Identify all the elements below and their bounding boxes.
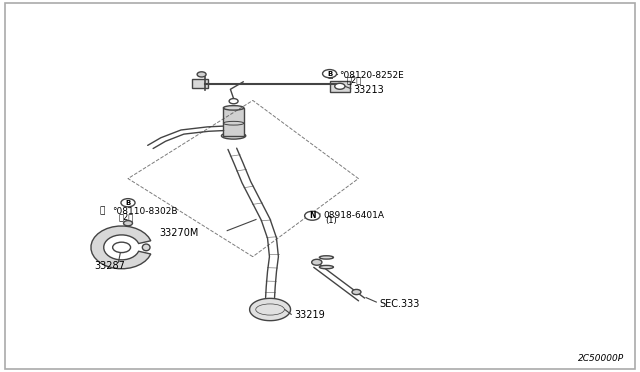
Text: B: B	[125, 200, 131, 206]
Text: 33213: 33213	[353, 85, 384, 95]
Text: 2C50000P: 2C50000P	[578, 354, 624, 363]
Circle shape	[229, 99, 238, 104]
Bar	[192, 79, 208, 88]
Text: ＜2＞: ＜2＞	[118, 212, 134, 221]
Ellipse shape	[221, 132, 246, 139]
Text: N: N	[309, 211, 316, 220]
Text: (1): (1)	[325, 216, 337, 225]
Ellipse shape	[319, 266, 333, 269]
Bar	[223, 108, 244, 136]
Polygon shape	[250, 298, 291, 321]
Circle shape	[305, 211, 320, 220]
Circle shape	[323, 70, 337, 78]
Text: 33219: 33219	[294, 311, 325, 320]
Text: B: B	[327, 71, 332, 77]
Text: Ⓑ: Ⓑ	[328, 71, 333, 80]
Circle shape	[352, 289, 361, 295]
Bar	[330, 81, 350, 92]
Polygon shape	[91, 226, 151, 269]
Circle shape	[124, 221, 132, 226]
Text: ＜2＞: ＜2＞	[347, 76, 362, 85]
Circle shape	[113, 242, 131, 253]
Ellipse shape	[319, 256, 333, 259]
Circle shape	[312, 259, 322, 265]
Ellipse shape	[142, 244, 150, 251]
Text: Ⓑ: Ⓑ	[100, 207, 105, 216]
Text: SEC.333: SEC.333	[379, 299, 419, 308]
Circle shape	[121, 199, 135, 207]
Text: °08110-8302B: °08110-8302B	[112, 207, 177, 216]
Circle shape	[335, 83, 345, 89]
Text: 33270M: 33270M	[159, 228, 198, 237]
Text: 08918-6401A: 08918-6401A	[323, 211, 384, 220]
Text: °08120-8252E: °08120-8252E	[339, 71, 404, 80]
Ellipse shape	[223, 106, 244, 110]
Circle shape	[197, 72, 206, 77]
Text: 33287: 33287	[95, 261, 125, 271]
